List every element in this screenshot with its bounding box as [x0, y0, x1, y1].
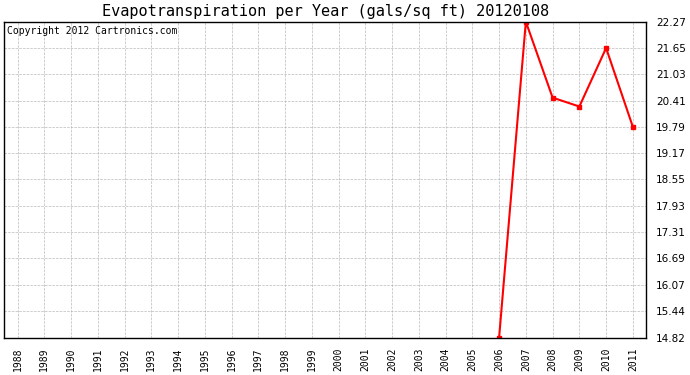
Text: Copyright 2012 Cartronics.com: Copyright 2012 Cartronics.com [8, 27, 178, 36]
Title: Evapotranspiration per Year (gals/sq ft) 20120108: Evapotranspiration per Year (gals/sq ft)… [101, 4, 549, 19]
